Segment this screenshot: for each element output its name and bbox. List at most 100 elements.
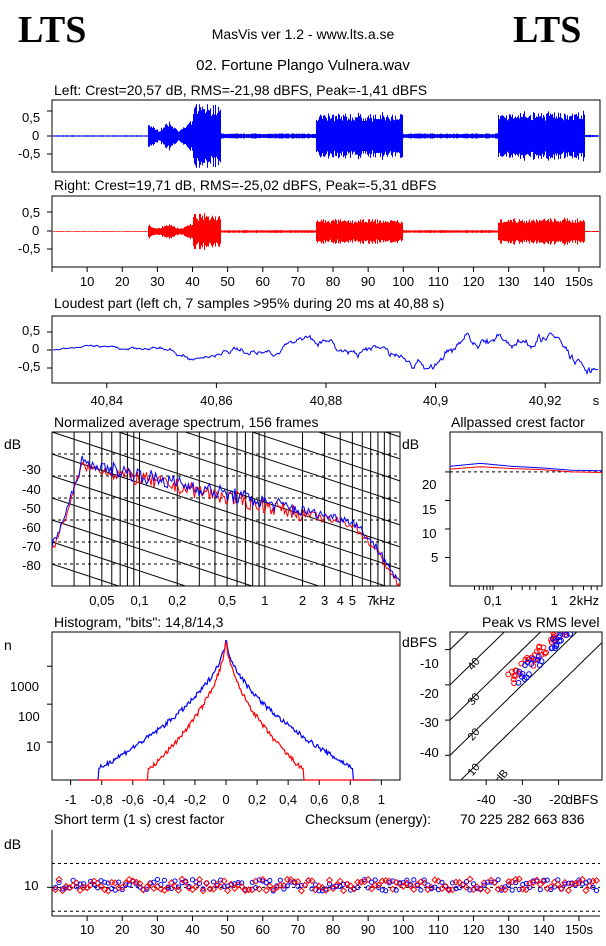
scatter-point [477,885,485,893]
scatter-point [175,884,182,890]
xtick-label: -40 [477,792,496,807]
scatter-point [518,660,525,667]
scatter-point [542,650,548,657]
scatter-point [432,884,438,890]
scatter-point [322,886,330,894]
xtick-label: 150s [565,274,594,289]
shortterm-title: Short term (1 s) crest factor [54,811,225,827]
histogram-ylabel: n [4,637,12,653]
scatter-point [560,619,565,624]
scatter-point [576,616,581,621]
scatter-point [543,649,549,656]
spectrum-frame [51,431,401,587]
scatter-point [174,886,182,894]
scatter-point [536,662,543,669]
xtick-label: 0,1 [484,593,502,608]
scatter-point [552,645,558,651]
xtick-label: 40,9 [423,393,448,408]
left-wave-title: Left: Crest=20,57 dB, RMS=-21,98 dBFS, P… [54,82,428,98]
scatter-point [224,887,232,895]
scatter-point [76,886,84,894]
scatter-point [196,880,203,886]
spectrum-group [52,278,400,586]
xtick-label: 150s [565,922,594,937]
scatter-point [340,887,348,895]
scatter-point [572,882,579,888]
xtick-label: -0,8 [91,792,113,807]
scatter-point [467,887,473,893]
scatter-point [347,882,355,890]
scatter-point [288,879,294,885]
slope-line [183,432,400,504]
xtick-label: 100 [392,274,414,289]
xtick-label: 20 [115,922,129,937]
ytick-label: 10 [26,739,41,754]
scatter-point [512,667,519,674]
scatter-point [119,886,125,893]
scatter-point [77,881,83,887]
scatter-point [592,876,601,885]
slope-line [52,278,400,393]
ytick-label: -80 [22,558,41,573]
scatter-point [51,886,60,894]
scatter-point [383,888,389,894]
spectrum-series-line [52,461,400,586]
crest-guide-line [450,632,542,721]
xtick-label: 0,1 [131,593,149,608]
xtick-label: 10 [80,922,94,937]
scatter-point [301,881,309,889]
xtick-label: 1 [551,593,558,608]
scatter-point [544,877,550,883]
scatter-point [481,882,487,888]
slope-line [317,432,400,460]
ytick-label: 1000 [10,679,39,694]
scatter-point [284,883,290,889]
guide-line-label: 10 [466,761,483,778]
xtick-label: 100 [392,922,414,937]
crest-series-line [449,462,603,472]
xtick-label: 80 [326,274,340,289]
scatter-point [499,887,505,893]
histogram-frame [51,631,401,781]
scatter-point [474,886,480,892]
slope-line [250,432,400,482]
scatter-point [567,632,574,637]
scatter-point [453,885,459,892]
scatter-point [580,616,585,621]
scatter-point [574,623,579,628]
scatter-point [548,639,555,646]
scatter-point [55,875,63,884]
slope-line [52,432,400,548]
scatter-point [439,879,445,885]
xtick-label: 2 [569,593,576,608]
xtick-label: 40 [185,922,199,937]
xtick-label: 4 [337,593,344,608]
scatter-point [564,632,569,633]
xtick-label: 0,2 [248,792,266,807]
scatter-point [267,877,273,884]
scatter-point [557,884,565,892]
xtick-label: 90 [361,274,375,289]
crest-frame [449,431,603,587]
ytick-label: -20 [420,686,439,701]
xtick-label: 0,8 [341,792,359,807]
scatter-point [379,887,385,893]
spectrum-series-line [52,455,400,582]
scatter-point [239,880,245,886]
crest-guide-line [450,632,506,686]
ytick-label: 5 [431,550,439,565]
scatter-point [516,668,523,675]
scatter-point [308,877,316,885]
scatter-point [578,875,586,883]
ytick-label: -10 [420,656,439,671]
scatter-point [509,887,515,893]
ytick-label: -30 [22,462,41,477]
scatter-point [518,673,525,680]
scatter-point [172,878,178,884]
xtick-label: 40,84 [91,393,124,408]
spectrum-ylabel: dB [4,436,22,452]
scatter-point [537,887,543,893]
scatter-point [590,884,596,890]
xtick-label: -20 [549,792,568,807]
